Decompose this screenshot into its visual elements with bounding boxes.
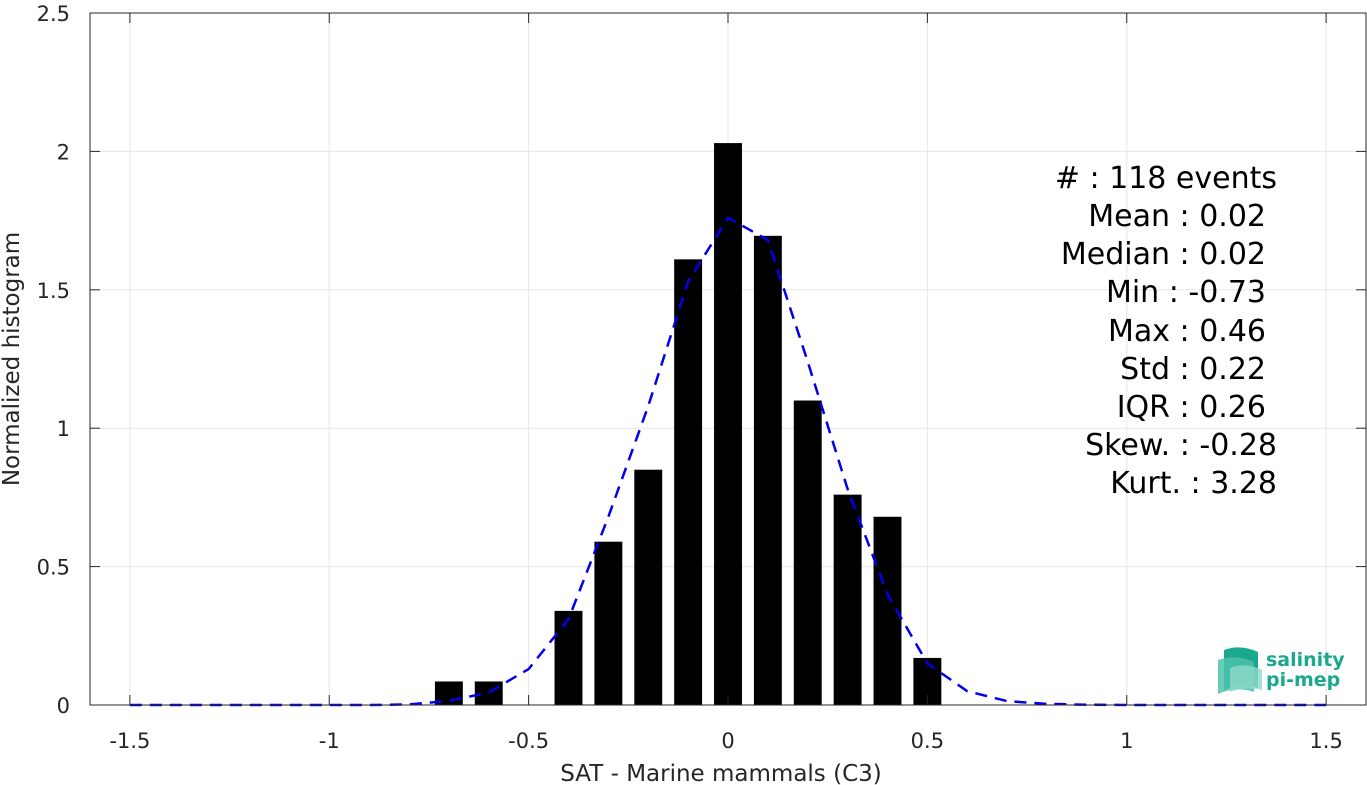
y-tick-label: 0.5 [37,556,70,580]
salinity-pi-mep-logo: salinity pi-mep [1218,647,1345,694]
x-tick-label: -0.5 [508,729,549,753]
histogram-bars [434,143,942,705]
stat-skew: Skew. : -0.28 [1085,428,1277,463]
y-tick-label: 2 [57,140,70,164]
histogram-bar [674,259,703,705]
y-tick-label: 1.5 [37,279,70,303]
stat-min: Min : -0.73 [1106,275,1266,310]
fit-curve-line [129,216,1327,707]
stat-events: # : 118 events [1055,161,1277,196]
logo-wave-icon [1218,647,1262,694]
y-tick-label: 2.5 [37,2,70,26]
statistics-annotation: # : 118 events Mean : 0.02 Median : 0.02… [1055,161,1277,501]
histogram-bar [714,143,742,705]
histogram-bar [554,610,583,705]
y-axis-title: Normalized histogram [0,232,25,486]
stat-mean: Mean : 0.02 [1088,199,1266,234]
logo-line2: pi-mep [1266,669,1340,691]
y-tick-label: 0 [57,694,70,718]
stat-max: Max : 0.46 [1108,314,1266,349]
histogram-bar [833,494,862,705]
stat-kurt: Kurt. : 3.28 [1110,466,1277,501]
y-tick-labels: 0 0.5 1 1.5 2 2.5 [37,2,70,718]
stat-median: Median : 0.02 [1061,237,1266,272]
y-tick-label: 1 [57,417,70,441]
histogram-bar [793,400,822,705]
axes-frame [89,12,1367,706]
x-tick-label: 1 [1120,729,1133,753]
stat-iqr: IQR : 0.26 [1117,390,1266,425]
histogram-bar [594,541,623,705]
x-axis-title: SAT - Marine mammals (C3) [560,761,882,785]
histogram-bar [753,235,782,705]
x-tick-label: 0.5 [911,729,944,753]
x-tick-label: -1.5 [109,729,150,753]
x-tick-label: 1.5 [1309,729,1342,753]
x-tick-label: -1 [319,729,340,753]
x-tick-labels: -1.5 -1 -0.5 0 0.5 1 1.5 [109,729,1342,753]
histogram-bar [634,469,663,705]
logo-line1: salinity [1266,649,1345,671]
stat-std: Std : 0.22 [1120,352,1266,387]
histogram-bar [474,681,503,705]
x-tick-label: 0 [721,729,734,753]
fit-curve-group [129,216,1327,707]
